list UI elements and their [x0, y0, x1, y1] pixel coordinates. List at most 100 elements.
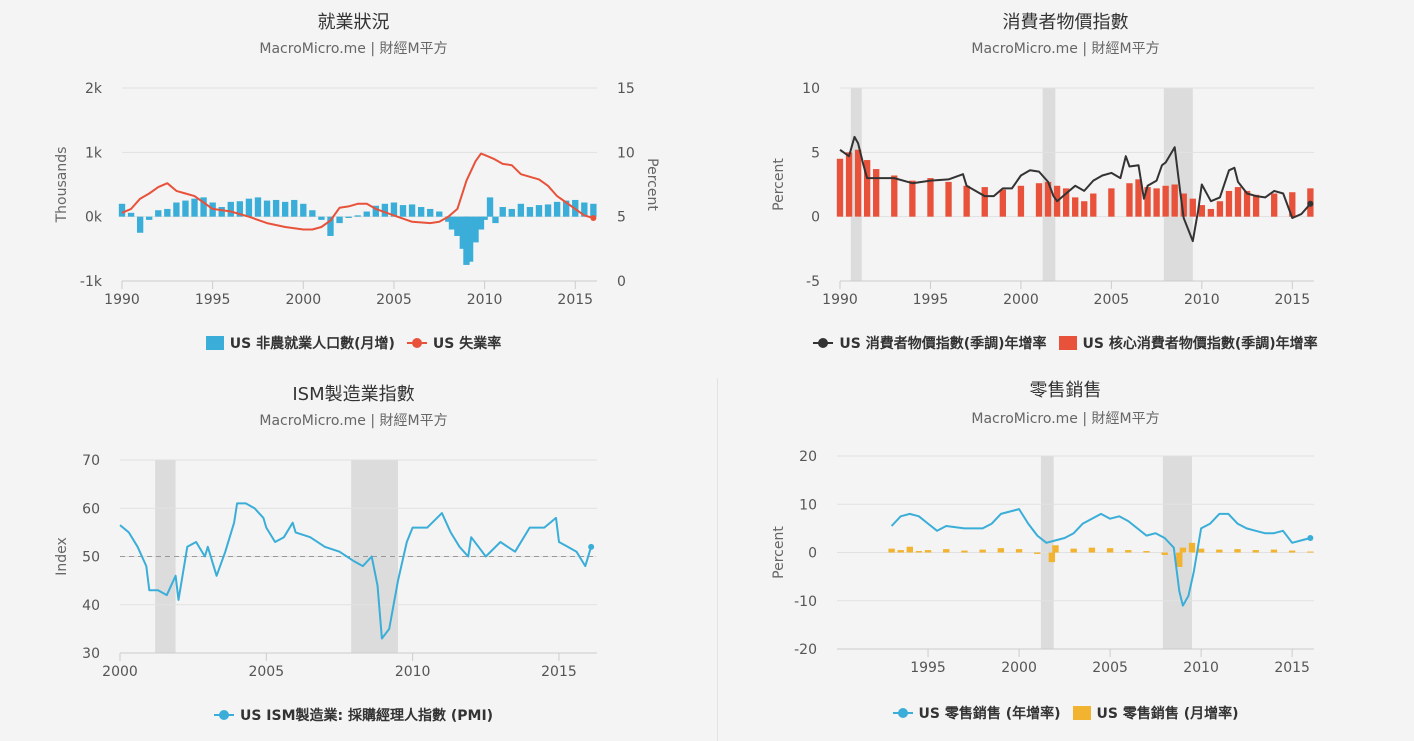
legend-item[interactable]: US 零售銷售 (年增率) [892, 703, 1061, 723]
bar [1252, 550, 1259, 553]
y-tick-label: 0 [811, 210, 820, 226]
bar [1289, 192, 1296, 217]
cpi-legend[interactable]: US 消費者物價指數(季調)年增率 US 核心消費者物價指數(季調)年增率 [717, 333, 1414, 354]
bar [454, 216, 461, 236]
bar [200, 197, 207, 217]
legend-symbol [406, 336, 427, 350]
bar [836, 158, 844, 217]
bar [227, 201, 234, 217]
bar [1035, 183, 1043, 217]
legend-symbol [1058, 336, 1077, 350]
line-end-point [590, 214, 597, 221]
y-axis-label: Percent [771, 158, 787, 211]
y-tick-label: 60 [82, 501, 100, 517]
series-line [839, 135, 1312, 243]
bar [127, 212, 135, 217]
bar [897, 550, 904, 553]
series-line [121, 152, 594, 231]
line-end-point [588, 543, 595, 550]
y-tick-label: 2k [85, 81, 103, 97]
bar [544, 204, 552, 217]
bar [535, 205, 543, 217]
bar [427, 208, 434, 217]
legend-item[interactable]: US 核心消費者物價指數(季調)年增率 [1058, 333, 1318, 353]
bar [563, 200, 570, 217]
y-tick-label: 40 [82, 598, 100, 614]
bar [526, 207, 534, 217]
legend-symbol [892, 706, 913, 720]
bar [845, 152, 853, 217]
x-tick-label: 2015 [1274, 292, 1310, 308]
bar [254, 197, 262, 217]
bar [173, 202, 180, 217]
legend-item[interactable]: US ISM製造業: 採購經理人指數 (PMI) [213, 705, 493, 725]
bar [854, 149, 862, 217]
y2-tick-label: 15 [617, 81, 635, 97]
bar [1234, 549, 1241, 553]
bar [1207, 208, 1215, 217]
bar [1288, 550, 1296, 553]
legend-item[interactable]: US 消費者物價指數(季調)年增率 [813, 333, 1047, 353]
bar [155, 210, 162, 217]
bar [236, 201, 244, 217]
bar [553, 201, 561, 217]
bar [979, 549, 986, 553]
y-tick-label: 30 [82, 646, 100, 662]
x-tick-label: 2000 [1001, 660, 1037, 676]
chart-title: 零售銷售 [1029, 380, 1102, 401]
chart-subtitle: MacroMicro.me | 財經M平方 [971, 411, 1160, 427]
bar [508, 208, 515, 217]
bar [1270, 549, 1278, 553]
bar [445, 216, 452, 222]
bar [245, 198, 253, 217]
ism-chart: 70 60 50 40 30 Index 2000 2005 2010 2015 [54, 453, 597, 680]
retail-panel: 零售銷售 MacroMicro.me | 財經M平方 20 10 0 -10 -20 Pe… [717, 372, 1414, 741]
bar [1072, 197, 1079, 217]
bar [581, 202, 588, 217]
bar [1135, 179, 1142, 217]
bar [182, 200, 189, 217]
bar [590, 203, 597, 217]
bar [1088, 547, 1096, 553]
bar [336, 216, 343, 224]
y2-tick-label: 5 [617, 210, 626, 226]
employment-panel: 就業狀況 MacroMicro.me | 財經M平方 2k 1k 0k -1k 15 10… [0, 0, 707, 370]
bar [463, 216, 470, 265]
bar [1144, 187, 1151, 217]
legend-label: US 零售銷售 (月增率) [1096, 706, 1239, 722]
ism-legend[interactable]: US ISM製造業: 採購經理人指數 (PMI) [0, 705, 707, 726]
bar [1015, 549, 1023, 553]
legend-item[interactable]: US 失業率 [406, 333, 501, 353]
bar [486, 197, 494, 217]
retail-legend[interactable]: US 零售銷售 (年增率) US 零售銷售 (月增率) [717, 703, 1414, 724]
bar [1180, 193, 1187, 217]
bar [191, 198, 198, 217]
bar [1034, 552, 1041, 554]
x-tick-label: 2000 [102, 664, 138, 680]
bar [1125, 550, 1132, 553]
bar [1070, 548, 1077, 553]
x-tick-label: 2005 [1092, 660, 1128, 676]
y-tick-label: 5 [811, 145, 820, 161]
bar [1216, 201, 1224, 217]
bar [1017, 185, 1025, 217]
bar [909, 180, 916, 217]
legend-item[interactable]: US 零售銷售 (月增率) [1072, 703, 1239, 723]
legend-item[interactable]: US 非農就業人口數(月增) [205, 333, 395, 353]
bar [981, 187, 988, 217]
legend-symbol [813, 336, 834, 350]
bar [381, 203, 389, 217]
employment-legend[interactable]: US 非農就業人口數(月增) US 失業率 [0, 333, 707, 354]
x-tick-label: 2015 [1274, 660, 1310, 676]
bar [1243, 190, 1251, 217]
legend-label: US 非農就業人口數(月增) [229, 336, 395, 352]
y-tick-label: -5 [806, 274, 820, 290]
bar [924, 550, 932, 553]
chart-subtitle: MacroMicro.me | 財經M平方 [259, 41, 448, 57]
bar [291, 199, 298, 217]
bar [1081, 201, 1088, 217]
y2-tick-label: 0 [617, 274, 626, 290]
line-end-point [1307, 535, 1314, 542]
bar [272, 199, 280, 217]
bar [891, 175, 898, 217]
